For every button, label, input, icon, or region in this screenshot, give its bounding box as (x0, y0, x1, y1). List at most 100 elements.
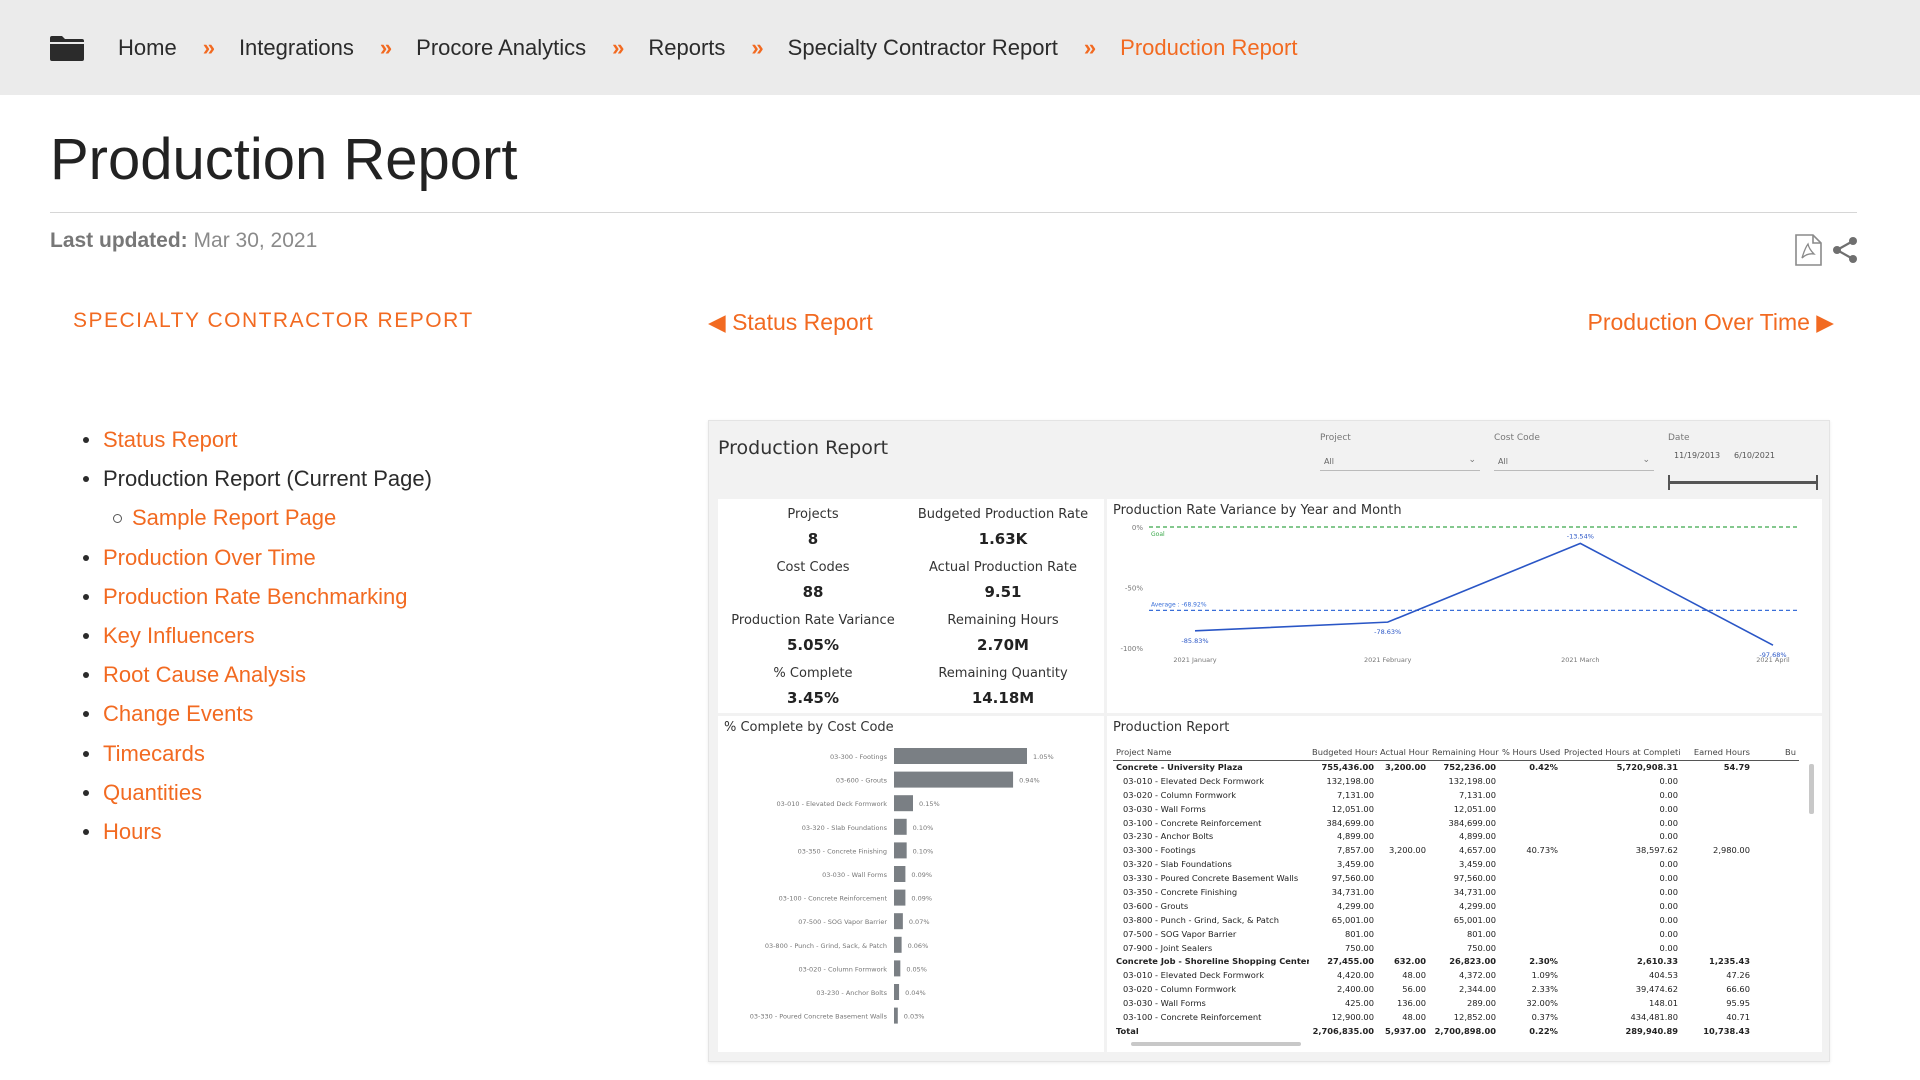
table-cell: 65,001.00 (1453, 914, 1496, 925)
date-end[interactable]: 6/10/2021 (1734, 451, 1776, 460)
nav-item-production-report-current: Production Report (Current Page) (80, 459, 432, 498)
nav-item-root-cause-analysis[interactable]: Root Cause Analysis (80, 655, 432, 694)
breadcrumb-specialty-contractor-report[interactable]: Specialty Contractor Report (787, 34, 1058, 60)
breadcrumb-reports[interactable]: Reports (648, 34, 726, 60)
table-cell: 03-100 - Concrete Reinforcement (1123, 817, 1262, 828)
table-cell: 7,857.00 (1337, 845, 1374, 856)
table-column-header[interactable]: Actual Hours (1377, 744, 1429, 761)
table-cell (1753, 1024, 1799, 1038)
kpi-label: Remaining Quantity (938, 666, 1068, 681)
table-cell: 289,940.89 (1625, 1025, 1679, 1036)
table-horizontal-scrollbar[interactable] (1131, 1042, 1301, 1046)
table-cell: 03-020 - Column Formwork (1123, 789, 1237, 800)
variance-series-line (1194, 542, 1774, 646)
project-filter[interactable]: All ⌄ (1320, 451, 1480, 471)
section-title[interactable]: SPECIALTY CONTRACTOR REPORT (73, 309, 474, 332)
table-row: 03-020 - Column Formwork 7,131.00 7,131.00… (1113, 788, 1799, 802)
table-cell (1377, 871, 1429, 885)
table-cell: 03-230 - Anchor Bolts (1123, 831, 1214, 842)
bar (894, 889, 906, 906)
table-cell (1681, 774, 1753, 788)
table-vertical-scrollbar[interactable] (1809, 764, 1814, 814)
date-range-slider[interactable] (1668, 475, 1818, 490)
date-filter-label: Date (1668, 433, 1690, 443)
breadcrumb-integrations[interactable]: Integrations (238, 34, 354, 60)
nav-item-hours[interactable]: Hours (80, 812, 432, 851)
nav-item-change-events[interactable]: Change Events (80, 694, 432, 733)
table-row: 07-500 - SOG Vapor Barrier 801.00 801.00 0.… (1113, 927, 1799, 941)
cost-code-filter-value: All (1498, 457, 1508, 466)
last-updated-date: Mar 30, 2021 (193, 229, 318, 252)
table-column-header[interactable]: Earned Hours (1681, 744, 1753, 761)
bar-data-label: 0.10% (913, 824, 934, 832)
table-column-header[interactable]: % Hours Used (1499, 744, 1561, 761)
table-cell: 289.00 (1466, 998, 1496, 1009)
folder-icon (50, 35, 84, 61)
data-label: -85.83% (1181, 637, 1208, 645)
table-column-header[interactable]: Budgeted Hours (1309, 744, 1377, 761)
table-cell (1377, 802, 1429, 816)
data-label: -97.68% (1759, 651, 1786, 659)
nav-item-production-rate-benchmarking[interactable]: Production Rate Benchmarking (80, 577, 432, 616)
table-cell: 03-600 - Grouts (1123, 900, 1189, 911)
pdf-icon[interactable] (1794, 234, 1822, 266)
table-row: 03-800 - Punch - Grind, Sack, & Patch 65,… (1113, 913, 1799, 927)
nav-item-key-influencers[interactable]: Key Influencers (80, 616, 432, 655)
table-cell: 0.42% (1529, 762, 1558, 773)
y-tick-label: -50% (1125, 585, 1143, 593)
nav-item-sample-report-page[interactable]: Sample Report Page (80, 498, 432, 537)
nav-item-production-over-time[interactable]: Production Over Time (80, 538, 432, 577)
table-cell (1753, 982, 1799, 996)
next-page-link[interactable]: Production Over Time ▶ (1587, 309, 1835, 335)
kpi-cost-codes: Cost Codes 88 (718, 560, 908, 601)
bar-data-label: 0.04% (905, 989, 926, 997)
table-cell (1499, 927, 1561, 941)
table-column-header[interactable]: Remaining Hours (1429, 744, 1499, 761)
kpi-percent-complete: % Complete 3.45% (718, 666, 908, 707)
breadcrumb-home[interactable]: Home (118, 34, 177, 60)
table-cell: 0.00 (1659, 928, 1678, 939)
kpi-remaining-quantity: Remaining Quantity 14.18M (908, 666, 1098, 707)
nav-item-timecards[interactable]: Timecards (80, 734, 432, 773)
bar-data-label: 0.03% (904, 1013, 925, 1021)
table-column-header[interactable]: Projected Hours at Completion (1561, 744, 1681, 761)
table-cell (1377, 941, 1429, 955)
kpi-projects: Projects 8 (718, 507, 908, 548)
x-tick-label: 2021 January (1173, 656, 1216, 664)
table-cell: 48.00 (1402, 970, 1426, 981)
table-cell: 3,200.00 (1389, 845, 1426, 856)
report-title: Production Report (718, 437, 889, 459)
table-cell: 65,001.00 (1331, 914, 1374, 925)
production-table: Project Name Budgeted Hours Actual Hours Re… (1113, 744, 1799, 1038)
kpi-label: Production Rate Variance (731, 613, 895, 628)
table-column-header[interactable]: Bu (1753, 744, 1799, 761)
breadcrumb-procore-analytics[interactable]: Procore Analytics (416, 34, 587, 60)
chevron-down-icon: ⌄ (1468, 455, 1476, 465)
cost-code-filter[interactable]: All ⌄ (1494, 451, 1654, 471)
table-row: 03-030 - Wall Forms 12,051.00 12,051.00 0.0… (1113, 802, 1799, 816)
table-cell (1377, 774, 1429, 788)
x-tick-label: 2021 February (1364, 656, 1412, 664)
table-cell: 03-030 - Wall Forms (1123, 998, 1206, 1009)
table-row: 03-100 - Concrete Reinforcement 12,900.00… (1113, 1010, 1799, 1024)
share-icon[interactable] (1832, 236, 1858, 264)
nav-item-quantities[interactable]: Quantities (80, 773, 432, 812)
prev-page-link[interactable]: ◀ Status Report (708, 309, 873, 335)
table-row: 03-350 - Concrete Finishing 34,731.00 34,7… (1113, 885, 1799, 899)
table-column-header[interactable]: Project Name (1113, 744, 1309, 761)
table-cell: 7,131.00 (1459, 789, 1496, 800)
x-tick-label: 2021 March (1561, 656, 1599, 664)
table-cell: 0.00 (1659, 914, 1678, 925)
x-tick-label: 2021 April (1756, 656, 1790, 664)
bar (894, 842, 907, 859)
table-cell: 5,937.00 (1385, 1025, 1426, 1036)
report-nav-list: Status Report Production Report (Current… (80, 420, 432, 851)
table-cell (1681, 941, 1753, 955)
kpi-actual-production-rate: Actual Production Rate 9.51 (908, 560, 1098, 601)
nav-item-status-report[interactable]: Status Report (80, 420, 432, 459)
date-start[interactable]: 11/19/2013 (1674, 451, 1721, 460)
table-cell: 40.73% (1526, 845, 1558, 856)
table-cell (1753, 885, 1799, 899)
table-cell: 2,700,898.00 (1434, 1025, 1496, 1036)
table-cell: 0.37% (1531, 1011, 1558, 1022)
